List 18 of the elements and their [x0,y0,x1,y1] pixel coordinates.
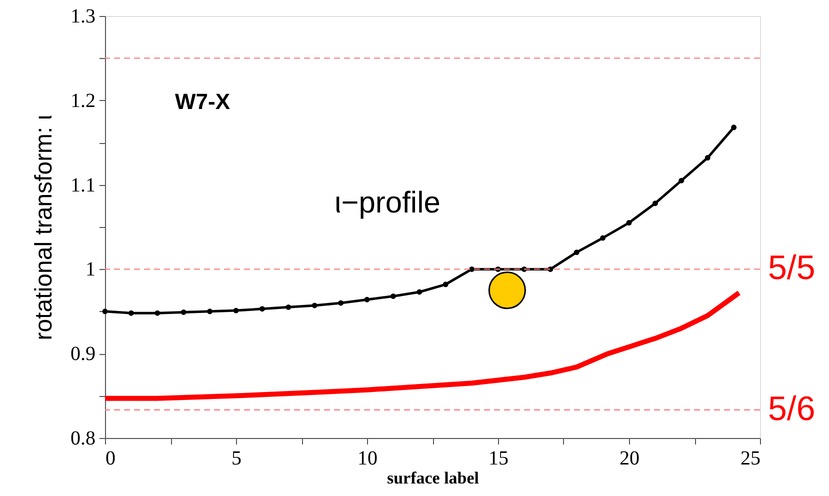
y-tick-label: 1.1 [70,174,96,196]
x-tick-label: 20 [620,448,640,470]
y-tick-label: 1 [86,258,96,281]
y-tick-label: 1.2 [70,90,96,112]
annotation: 5/5 [768,249,816,288]
x-tick-label: 25 [740,448,760,470]
annotation: W7-X [175,89,230,114]
x-tick-label: 0 [106,448,116,470]
x-tick-label: 15 [488,448,508,470]
y-tick-label: 1.3 [70,6,96,28]
x-tick-label: 5 [232,448,242,470]
x-axis-title: surface label [386,468,480,488]
y-tick-label: 0.9 [70,343,96,366]
annotation: ι−profile [334,186,440,220]
annotation: 5/6 [768,390,816,428]
y-tick-label: 0.8 [70,428,96,450]
y-axis-title: rotational transform: ι [30,114,58,340]
x-tick-label: 10 [358,448,378,470]
